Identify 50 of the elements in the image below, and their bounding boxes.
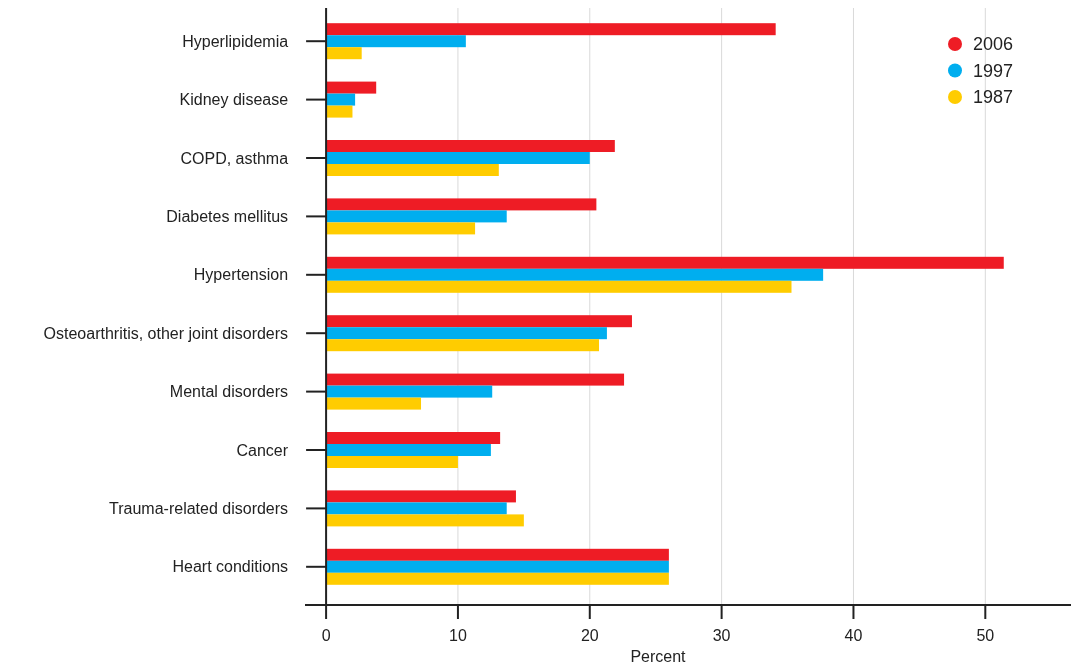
x-tick-label: 20 <box>580 627 599 644</box>
bar <box>326 572 669 585</box>
x-tick-label: 10 <box>449 627 467 644</box>
bar <box>326 560 669 573</box>
y-tick-label: Trauma-related disorders <box>109 500 289 517</box>
bar <box>326 456 458 468</box>
x-tick-label: 30 <box>712 627 731 644</box>
y-tick-label: Diabetes mellitus <box>166 208 289 225</box>
bar <box>326 373 625 386</box>
x-tick-label: 0 <box>321 627 331 644</box>
bar <box>326 152 590 164</box>
y-tick-label: Heart conditions <box>172 558 289 576</box>
legend-label: 1997 <box>973 60 1014 81</box>
y-tick-label: Cancer <box>236 441 289 459</box>
bar <box>326 490 516 503</box>
bar <box>326 256 1004 269</box>
y-tick-label: Osteoarthritis, other joint disorders <box>43 324 289 342</box>
bar <box>326 35 466 48</box>
bar <box>326 327 607 340</box>
bar <box>326 385 493 398</box>
bar <box>326 444 491 456</box>
bar <box>326 81 377 94</box>
legend-label: 1987 <box>973 87 1014 108</box>
x-tick-label: 40 <box>844 627 863 644</box>
y-tick-label: COPD, asthma <box>180 149 289 167</box>
bar <box>326 280 792 293</box>
x-tick-label: 50 <box>976 627 995 644</box>
bar <box>326 140 615 152</box>
y-tick-label: Mental disorders <box>169 383 289 401</box>
bar <box>326 502 507 515</box>
bar <box>326 222 476 235</box>
bar <box>326 514 524 527</box>
bar <box>326 164 499 176</box>
bar <box>326 432 501 444</box>
y-tick-label: Hypertension <box>193 266 289 284</box>
x-axis-title: Percent <box>630 648 687 665</box>
bar <box>326 47 362 60</box>
legend-label: 2006 <box>973 34 1014 55</box>
bar <box>326 315 632 328</box>
bar <box>326 198 597 211</box>
bar <box>326 397 422 410</box>
y-tick-label: Hyperlipidemia <box>182 32 289 50</box>
bar <box>326 93 356 106</box>
bar <box>326 339 600 352</box>
bar <box>326 210 507 223</box>
y-tick-label: Kidney disease <box>179 91 289 109</box>
bar <box>326 23 776 36</box>
bar <box>326 105 353 118</box>
bar <box>326 548 669 561</box>
bar <box>326 268 824 281</box>
